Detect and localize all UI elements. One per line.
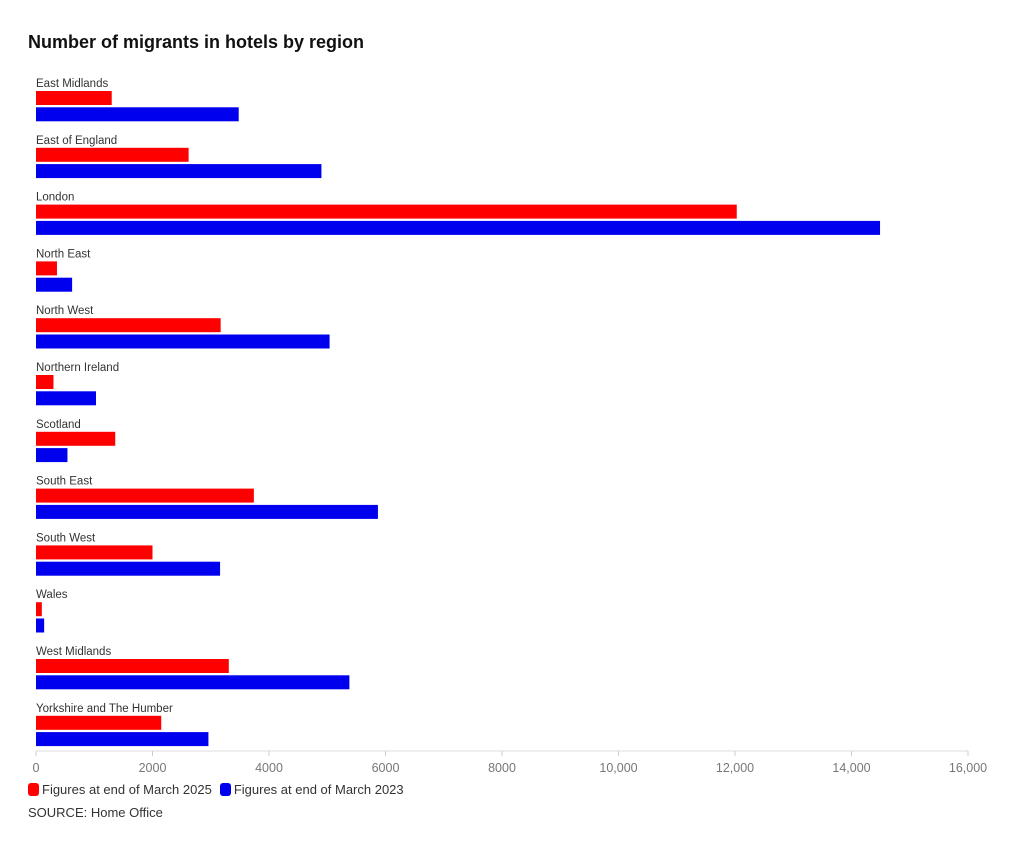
x-tick-label: 6000 [372, 761, 400, 775]
x-axis: 0 2000 4000 6000 8000 10,000 12,000 14,000 16,00… [33, 750, 987, 775]
bar-south-west-2023 [36, 561, 221, 576]
bar-london-2025 [36, 204, 737, 219]
source-note: SOURCE: Home Office [28, 805, 163, 820]
category-label-west-midlands: West Midlands [36, 646, 111, 658]
legend: Figures at end of March 2025 Figures at … [28, 782, 412, 797]
x-tick-label: 16,000 [949, 761, 987, 775]
bar-east-of-england-2023 [36, 164, 322, 179]
legend-item-2025: Figures at end of March 2025 [28, 782, 212, 797]
category-label-northern-ireland: Northern Ireland [36, 362, 119, 374]
bar-wales-2025 [36, 602, 42, 617]
bar-northern-ireland-2025 [36, 375, 54, 389]
legend-swatch-2023 [219, 783, 231, 796]
bar-west-midlands-2025 [36, 659, 229, 673]
bar-west-midlands-2023 [36, 675, 350, 690]
legend-label-2023: Figures at end of March 2023 [233, 782, 404, 797]
x-tick-label: 2000 [139, 761, 167, 775]
x-tick-label: 10,000 [599, 761, 637, 775]
bar-yorkshire-and-the-humber-2025 [36, 715, 162, 730]
category-label-wales: Wales [36, 589, 68, 601]
bar-scotland-2023 [36, 448, 68, 463]
bar-northern-ireland-2023 [36, 391, 96, 406]
bar-north-west-2025 [36, 318, 221, 333]
bar-east-midlands-2023 [36, 107, 239, 122]
legend-swatch-2025 [28, 783, 39, 796]
bar-london-2023 [36, 220, 881, 235]
category-label-scotland: Scotland [36, 419, 81, 431]
category-label-east-midlands: East Midlands [36, 78, 108, 90]
legend-item-2023: Figures at end of March 2023 [219, 782, 404, 797]
bar-scotland-2025 [36, 431, 116, 446]
bar-yorkshire-and-the-humber-2023 [36, 732, 209, 747]
bar-north-east-2023 [36, 277, 73, 292]
category-labels: East Midlands East of England London North … [36, 78, 173, 715]
category-label-south-east: South East [36, 476, 93, 488]
bar-south-west-2025 [36, 545, 153, 560]
x-tick-label: 0 [33, 761, 40, 775]
bar-east-of-england-2025 [36, 147, 189, 162]
bars [36, 91, 881, 747]
legend-label-2025: Figures at end of March 2025 [42, 782, 212, 797]
category-label-north-west: North West [36, 305, 94, 317]
category-label-north-east: North East [36, 248, 91, 260]
bar-south-east-2023 [36, 504, 378, 519]
category-label-east-of-england: East of England [36, 135, 117, 147]
bar-south-east-2025 [36, 488, 254, 503]
category-label-yorkshire-and-the-humber: Yorkshire and The Humber [36, 703, 173, 715]
bar-north-east-2025 [36, 261, 57, 276]
category-label-south-west: South West [36, 532, 96, 544]
bar-east-midlands-2025 [36, 91, 112, 105]
x-tick-label: 4000 [255, 761, 283, 775]
chart-title: Number of migrants in hotels by region [28, 32, 365, 52]
x-tick-label: 8000 [488, 761, 516, 775]
x-tick-label: 14,000 [832, 761, 870, 775]
category-label-london: London [36, 192, 74, 204]
bar-wales-2023 [36, 618, 45, 633]
x-tick-label: 12,000 [716, 761, 754, 775]
bar-north-west-2023 [36, 334, 330, 349]
